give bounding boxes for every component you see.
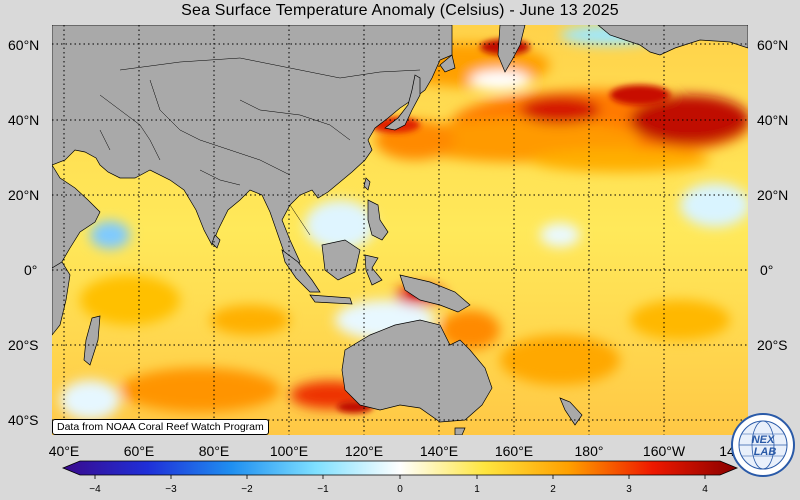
colorbar-tick: −4 — [89, 484, 101, 495]
lon-label: 60°E — [123, 443, 155, 459]
colorbar-tick: 2 — [550, 484, 556, 495]
lat-label-right: 0° — [760, 262, 774, 278]
svg-text:LAB: LAB — [754, 446, 777, 458]
colorbar-tick: −1 — [317, 484, 329, 495]
colorbar-tick: 4 — [702, 484, 708, 495]
lon-label: 120°E — [344, 443, 384, 459]
lat-label-left: 0° — [24, 262, 38, 278]
lat-label-left: 20°N — [8, 187, 40, 203]
lat-label-right: 20°N — [757, 187, 789, 203]
colorbar-tick: 0 — [397, 484, 403, 495]
colorbar-tick: 1 — [474, 484, 480, 495]
lat-label-left: 40°S — [8, 412, 39, 428]
colorbar — [61, 460, 739, 479]
lon-label: 180° — [574, 443, 604, 459]
lat-label-left: 60°N — [8, 37, 40, 53]
lat-label-right: 40°N — [757, 112, 789, 128]
lat-label-right: 20°S — [757, 337, 788, 353]
lon-label: 40°E — [48, 443, 80, 459]
colorbar-tick: 3 — [626, 484, 632, 495]
lat-label-left: 20°S — [8, 337, 39, 353]
colorbar-tick: −3 — [165, 484, 177, 495]
colorbar-tick: −2 — [241, 484, 253, 495]
lon-label: 100°E — [269, 443, 309, 459]
nexlab-globe-logo-icon: NEX LAB — [731, 413, 795, 477]
data-credit: Data from NOAA Coral Reef Watch Program — [52, 419, 269, 435]
lon-label: 160°W — [642, 443, 686, 459]
lon-label: 160°E — [494, 443, 534, 459]
lat-label-left: 40°N — [8, 112, 40, 128]
lat-label-right: 60°N — [757, 37, 789, 53]
graticule — [52, 25, 748, 435]
lon-label: 80°E — [198, 443, 230, 459]
page-title: Sea Surface Temperature Anomaly (Celsius… — [181, 2, 619, 19]
country-borders — [99, 57, 421, 236]
lon-label: 140°E — [419, 443, 459, 459]
lon-label: 14 — [719, 443, 735, 459]
svg-text:NEX: NEX — [752, 434, 775, 446]
